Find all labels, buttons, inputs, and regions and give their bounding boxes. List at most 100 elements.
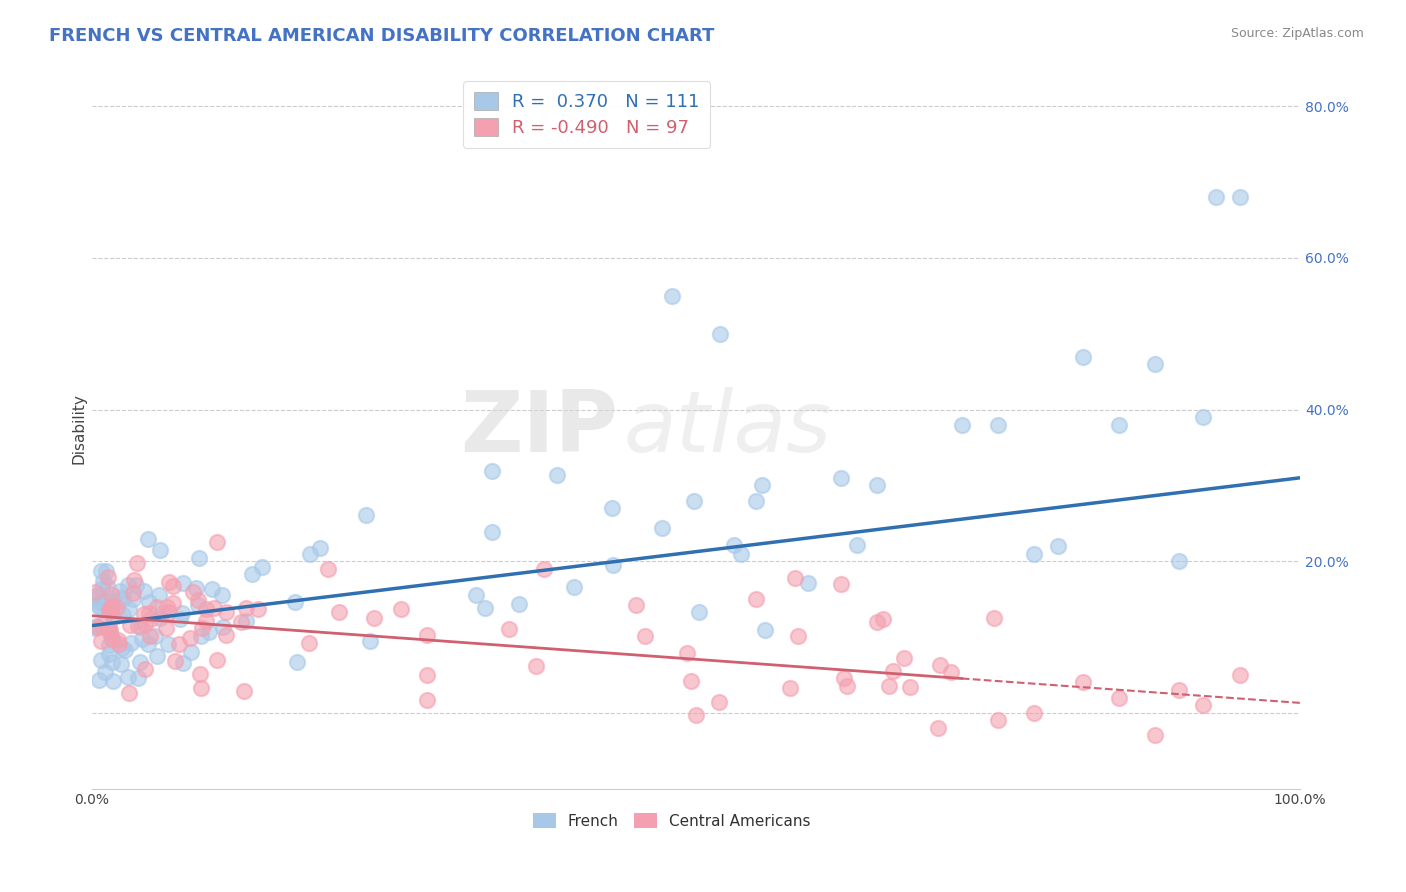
Point <box>98 626 121 640</box>
Point <box>97 603 120 617</box>
Point <box>149 542 172 557</box>
Point <box>1071 675 1094 690</box>
Point <box>194 614 217 628</box>
Point <box>796 576 818 591</box>
Point <box>688 605 710 619</box>
Point <box>1047 539 1070 553</box>
Point <box>172 656 194 670</box>
Point <box>89 595 111 609</box>
Point <box>157 605 180 619</box>
Point <box>101 632 124 646</box>
Point <box>186 582 208 596</box>
Point <box>215 628 238 642</box>
Point <box>169 637 191 651</box>
Point <box>250 559 273 574</box>
Point <box>316 562 339 576</box>
Point <box>187 550 209 565</box>
Point <box>745 592 768 607</box>
Point <box>132 607 155 621</box>
Point <box>832 671 855 685</box>
Point <box>121 586 143 600</box>
Point <box>187 598 209 612</box>
Point <box>188 667 211 681</box>
Point <box>651 521 673 535</box>
Point <box>143 629 166 643</box>
Point <box>101 594 124 608</box>
Point <box>1024 706 1046 720</box>
Point <box>683 494 706 508</box>
Point <box>103 610 125 624</box>
Point <box>118 685 141 699</box>
Point <box>90 582 112 596</box>
Point <box>363 611 385 625</box>
Point <box>148 589 170 603</box>
Point <box>1144 729 1167 743</box>
Point <box>211 588 233 602</box>
Point <box>122 591 145 606</box>
Point <box>950 417 973 432</box>
Point <box>97 570 120 584</box>
Point <box>754 623 776 637</box>
Point <box>1205 190 1227 204</box>
Point <box>110 590 132 604</box>
Point <box>97 622 120 636</box>
Point <box>481 525 503 540</box>
Point <box>131 632 153 647</box>
Point <box>138 606 160 620</box>
Point <box>309 541 332 556</box>
Point <box>416 628 439 642</box>
Point <box>94 564 117 578</box>
Point <box>190 681 212 696</box>
Point <box>98 594 121 608</box>
Point <box>562 580 585 594</box>
Point <box>97 647 120 661</box>
Point <box>90 564 112 578</box>
Point <box>830 577 852 591</box>
Point <box>117 670 139 684</box>
Point <box>100 600 122 615</box>
Point <box>900 681 922 695</box>
Point <box>1192 698 1215 713</box>
Point <box>180 645 202 659</box>
Point <box>866 478 889 492</box>
Text: Source: ZipAtlas.com: Source: ZipAtlas.com <box>1230 27 1364 40</box>
Point <box>156 600 179 615</box>
Point <box>675 646 697 660</box>
Point <box>105 599 128 614</box>
Point <box>112 592 135 607</box>
Point <box>730 547 752 561</box>
Point <box>1168 554 1191 568</box>
Point <box>1229 190 1251 204</box>
Point <box>212 620 235 634</box>
Point <box>101 656 124 670</box>
Point <box>89 599 111 613</box>
Point <box>285 655 308 669</box>
Point <box>120 635 142 649</box>
Point <box>87 673 110 688</box>
Point <box>118 602 141 616</box>
Point <box>107 637 129 651</box>
Point <box>207 653 229 667</box>
Point <box>634 629 657 643</box>
Text: ZIP: ZIP <box>460 387 617 470</box>
Point <box>132 583 155 598</box>
Point <box>416 668 439 682</box>
Point <box>939 665 962 680</box>
Point <box>359 634 381 648</box>
Point <box>127 619 149 633</box>
Text: atlas: atlas <box>623 387 831 470</box>
Point <box>1071 350 1094 364</box>
Point <box>127 671 149 685</box>
Point <box>149 610 172 624</box>
Point <box>546 467 568 482</box>
Point <box>170 606 193 620</box>
Point <box>389 602 412 616</box>
Point <box>298 548 321 562</box>
Point <box>508 598 530 612</box>
Point <box>93 665 115 680</box>
Point <box>987 714 1010 728</box>
Point <box>108 584 131 599</box>
Point <box>602 558 624 573</box>
Point <box>114 643 136 657</box>
Point <box>117 578 139 592</box>
